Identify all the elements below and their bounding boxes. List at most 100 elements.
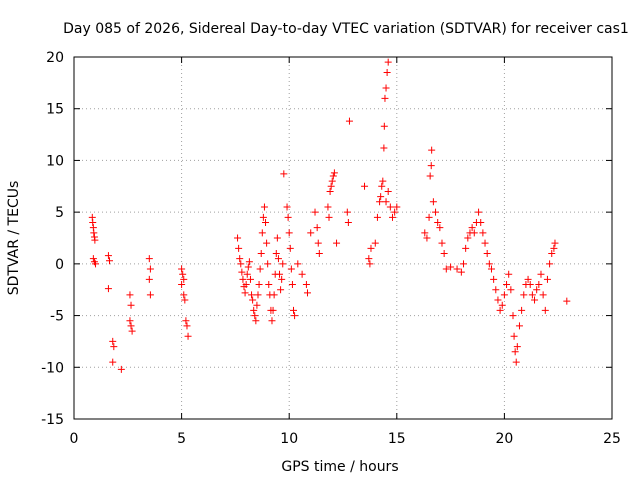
data-point xyxy=(244,263,252,271)
data-point xyxy=(528,291,536,299)
data-point xyxy=(383,69,391,77)
data-point xyxy=(291,312,299,320)
data-point xyxy=(380,122,388,130)
data-point xyxy=(248,291,256,299)
data-point xyxy=(145,275,153,283)
data-point xyxy=(274,255,282,263)
data-point xyxy=(280,170,288,178)
data-point xyxy=(302,281,310,289)
data-point xyxy=(104,285,112,293)
data-point xyxy=(434,218,442,226)
data-point xyxy=(537,270,545,278)
data-point xyxy=(314,239,322,247)
plot-area-frame xyxy=(73,56,613,420)
data-point xyxy=(145,255,153,263)
y-axis-tick-labels: -15 -10 -5 0 5 10 15 20 xyxy=(41,50,64,428)
data-point xyxy=(386,203,394,211)
data-point xyxy=(378,182,386,190)
data-point xyxy=(365,255,373,263)
data-point xyxy=(453,265,461,273)
data-point xyxy=(128,327,136,335)
y-tick-label: 5 xyxy=(55,205,64,221)
data-point xyxy=(438,239,446,247)
data-point xyxy=(92,260,100,268)
data-point xyxy=(377,193,385,201)
data-point xyxy=(460,260,468,268)
data-point xyxy=(255,281,263,289)
data-point xyxy=(541,306,549,314)
data-point xyxy=(89,218,97,226)
data-point xyxy=(494,296,502,304)
data-point xyxy=(234,234,242,242)
data-point xyxy=(344,218,352,226)
data-point xyxy=(380,144,388,152)
data-point xyxy=(442,265,450,273)
y-tick-label: -5 xyxy=(50,309,64,325)
data-point xyxy=(268,317,276,325)
data-point xyxy=(328,177,336,185)
data-point xyxy=(440,250,448,258)
data-point xyxy=(236,255,244,263)
data-point xyxy=(250,306,258,314)
data-point xyxy=(180,275,188,283)
data-point xyxy=(563,297,571,305)
data-point xyxy=(272,250,280,258)
data-point xyxy=(284,213,292,221)
data-point xyxy=(505,270,513,278)
data-point xyxy=(254,291,262,299)
x-axis-tick-labels: 0 5 10 15 20 25 xyxy=(70,431,621,447)
axis-ticks xyxy=(73,56,613,420)
data-point xyxy=(325,213,333,221)
data-point xyxy=(178,265,186,273)
data-point xyxy=(276,270,284,278)
data-point xyxy=(388,213,396,221)
data-point xyxy=(283,203,291,211)
data-point xyxy=(239,275,247,283)
data-point xyxy=(180,291,188,299)
data-point xyxy=(498,301,506,309)
data-point xyxy=(258,229,266,237)
x-tick-label: 15 xyxy=(388,431,406,447)
data-point xyxy=(548,250,556,258)
data-point xyxy=(90,229,98,237)
data-point xyxy=(238,268,246,276)
data-point xyxy=(277,286,285,294)
data-point xyxy=(313,224,321,232)
data-point xyxy=(288,281,296,289)
data-point xyxy=(379,177,387,185)
data-point xyxy=(539,291,547,299)
data-point xyxy=(384,187,392,195)
data-point xyxy=(481,239,489,247)
data-point xyxy=(287,265,295,273)
data-point xyxy=(106,257,114,265)
data-point xyxy=(303,289,311,297)
data-point xyxy=(182,317,190,325)
data-point xyxy=(475,208,483,216)
x-tick-label: 25 xyxy=(603,431,621,447)
data-point xyxy=(513,343,521,351)
data-point xyxy=(384,58,392,66)
data-point xyxy=(546,260,554,268)
data-point xyxy=(421,229,429,237)
data-point xyxy=(464,234,472,242)
y-tick-label: -15 xyxy=(41,412,64,428)
data-point xyxy=(543,275,551,283)
data-point xyxy=(262,218,270,226)
data-point xyxy=(260,203,268,211)
data-point xyxy=(470,229,478,237)
data-point xyxy=(290,306,298,314)
data-point xyxy=(479,229,487,237)
data-point xyxy=(126,291,134,299)
data-point xyxy=(298,270,306,278)
data-point xyxy=(391,208,399,216)
data-point xyxy=(327,182,335,190)
data-point xyxy=(518,306,526,314)
data-point xyxy=(507,286,515,294)
data-point xyxy=(427,162,435,170)
data-point xyxy=(496,306,504,314)
data-point xyxy=(285,229,293,237)
data-point xyxy=(252,317,260,325)
data-point xyxy=(436,224,444,232)
data-point xyxy=(286,244,294,252)
data-point xyxy=(241,289,249,297)
